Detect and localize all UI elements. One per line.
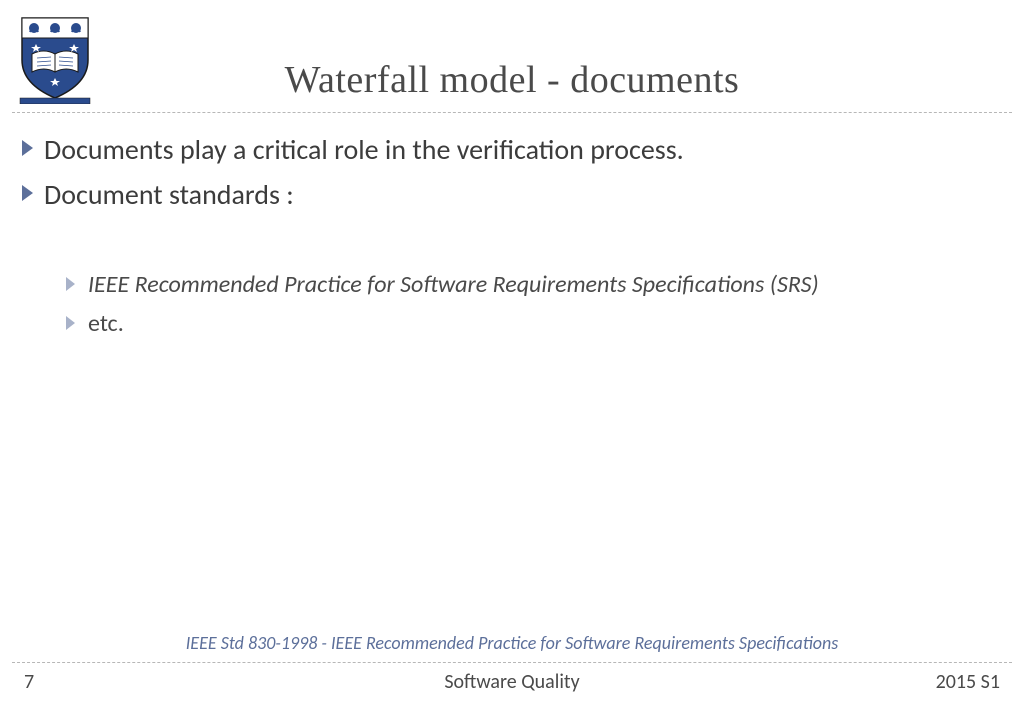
sub-bullet-item: IEEE Recommended Practice for Software R… <box>66 270 1002 299</box>
sub-bullet-text: IEEE Recommended Practice for Software R… <box>88 270 819 299</box>
slide-title: Waterfall model - documents <box>0 58 1024 102</box>
sub-bullet-list: IEEE Recommended Practice for Software R… <box>66 270 1002 338</box>
bullet-text: Document standards : <box>44 177 294 212</box>
sub-bullet-arrow-icon <box>66 316 76 330</box>
header-divider <box>12 112 1012 113</box>
bullet-arrow-icon <box>22 140 34 156</box>
footer-divider <box>12 662 1012 663</box>
bullet-arrow-icon <box>22 185 34 201</box>
sub-bullet-text: etc. <box>88 309 124 338</box>
slide: Waterfall model - documents Documents pl… <box>0 0 1024 709</box>
footer: 7 Software Quality 2015 S1 <box>24 670 1000 694</box>
sub-bullet-item: etc. <box>66 309 1002 338</box>
sub-bullet-arrow-icon <box>66 277 76 291</box>
bullet-text: Documents play a critical role in the ve… <box>44 132 684 167</box>
footer-title: Software Quality <box>24 670 1000 694</box>
reference-citation: IEEE Std 830-1998 - IEEE Recommended Pra… <box>0 632 1024 654</box>
content-area: Documents play a critical role in the ve… <box>22 132 1002 348</box>
bullet-item: Document standards : <box>22 177 1002 212</box>
bullet-item: Documents play a critical role in the ve… <box>22 132 1002 167</box>
